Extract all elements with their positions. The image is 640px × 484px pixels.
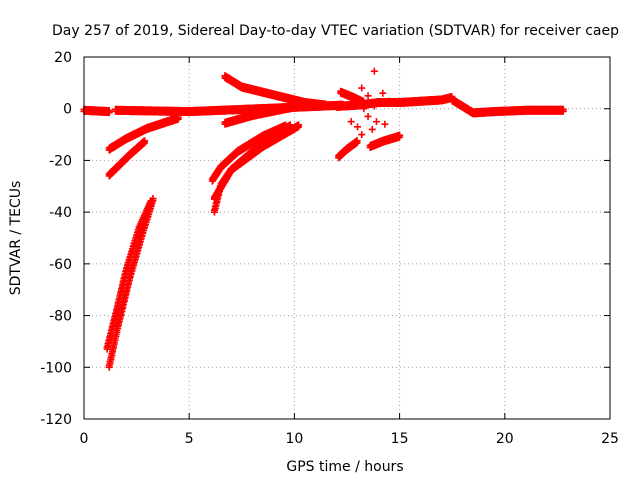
data-point-marker — [347, 118, 355, 126]
x-tick-label: 10 — [285, 431, 303, 447]
data-point-marker — [559, 105, 567, 113]
plot-frame — [83, 56, 611, 420]
x-tick-label: 25 — [601, 431, 619, 447]
data-point-marker — [118, 281, 126, 289]
series-segment-11 — [335, 137, 361, 162]
x-tick-label: 0 — [80, 431, 89, 447]
series-segment-3 — [105, 195, 157, 371]
series-segment-13 — [366, 131, 404, 151]
x-tick-label: 5 — [185, 431, 194, 447]
data-point-marker — [385, 97, 393, 105]
x-axis-title: GPS time / hours — [286, 459, 403, 475]
series-segment-7 — [221, 100, 309, 128]
data-point-marker — [119, 278, 127, 286]
y-tick-label: -100 — [40, 360, 72, 376]
data-point-marker — [379, 89, 387, 97]
series-segment-4 — [103, 197, 155, 353]
scattered-points — [347, 67, 393, 139]
data-point-marker — [107, 326, 115, 334]
data-point-marker — [141, 137, 149, 145]
y-tick-label: -40 — [49, 205, 72, 221]
data-point-marker — [322, 100, 330, 108]
data-point-marker — [117, 288, 125, 296]
data-point-marker — [122, 267, 130, 275]
data-point-marker — [113, 303, 121, 311]
data-point-marker — [105, 336, 113, 344]
data-point-marker — [381, 120, 389, 128]
data-point-marker — [282, 121, 290, 129]
data-point-marker — [210, 206, 218, 214]
y-tick-label: 0 — [63, 102, 72, 118]
data-point-marker — [211, 203, 219, 211]
series-segment-15 — [448, 95, 567, 118]
data-point-marker — [358, 131, 366, 139]
data-point-marker — [212, 199, 220, 207]
data-point-marker — [370, 67, 378, 75]
data-point-marker — [111, 313, 119, 321]
data-point-marker — [112, 306, 120, 314]
data-point-marker — [107, 330, 115, 338]
series-segment-2 — [105, 137, 149, 180]
data-point-marker — [121, 271, 129, 279]
series-segment-16 — [332, 98, 383, 111]
data-point-marker — [368, 125, 376, 133]
data-point-marker — [295, 121, 303, 129]
y-tick-label: -80 — [49, 309, 72, 325]
data-point-marker — [109, 320, 117, 328]
data-point-marker — [104, 340, 112, 348]
data-point-marker — [358, 84, 366, 92]
data-point-marker — [364, 112, 372, 120]
chart-title: Day 257 of 2019, Sidereal Day-to-day VTE… — [52, 23, 619, 39]
y-axis-title: SDTVAR / TECUs — [8, 181, 24, 296]
data-point-marker — [396, 131, 404, 139]
data-point-marker — [110, 316, 118, 324]
series-segment-10 — [210, 121, 303, 203]
data-point-marker — [375, 98, 383, 106]
series-segment-9 — [208, 121, 290, 185]
data-point-marker — [115, 296, 123, 304]
y-tick-label: -60 — [49, 257, 72, 273]
data-point-marker — [353, 137, 361, 145]
data-point-marker — [112, 310, 120, 318]
series-segment-1 — [105, 113, 182, 154]
y-tick-label: -20 — [49, 153, 72, 169]
data-point-marker — [105, 107, 113, 115]
data-point-marker — [147, 197, 155, 205]
grid-layer — [84, 57, 610, 419]
data-point-marker — [103, 343, 111, 351]
y-tick-label: 20 — [54, 50, 72, 66]
series-segment-14 — [375, 92, 456, 108]
y-tick-label: -120 — [40, 412, 72, 428]
data-point-marker — [114, 299, 122, 307]
data-point-marker — [372, 118, 380, 126]
data-point-marker — [117, 285, 125, 293]
data-point-marker — [106, 333, 114, 341]
x-tick-label: 20 — [496, 431, 514, 447]
data-layer — [80, 67, 567, 371]
data-point-marker — [360, 105, 368, 113]
x-tick-label: 15 — [391, 431, 409, 447]
data-point-marker — [370, 102, 378, 110]
data-point-marker — [108, 323, 116, 331]
data-point-marker — [354, 123, 362, 131]
data-point-marker — [116, 292, 124, 300]
data-point-marker — [301, 100, 309, 108]
data-point-marker — [364, 92, 372, 100]
series-segment-0 — [80, 105, 113, 117]
data-point-marker — [120, 274, 128, 282]
